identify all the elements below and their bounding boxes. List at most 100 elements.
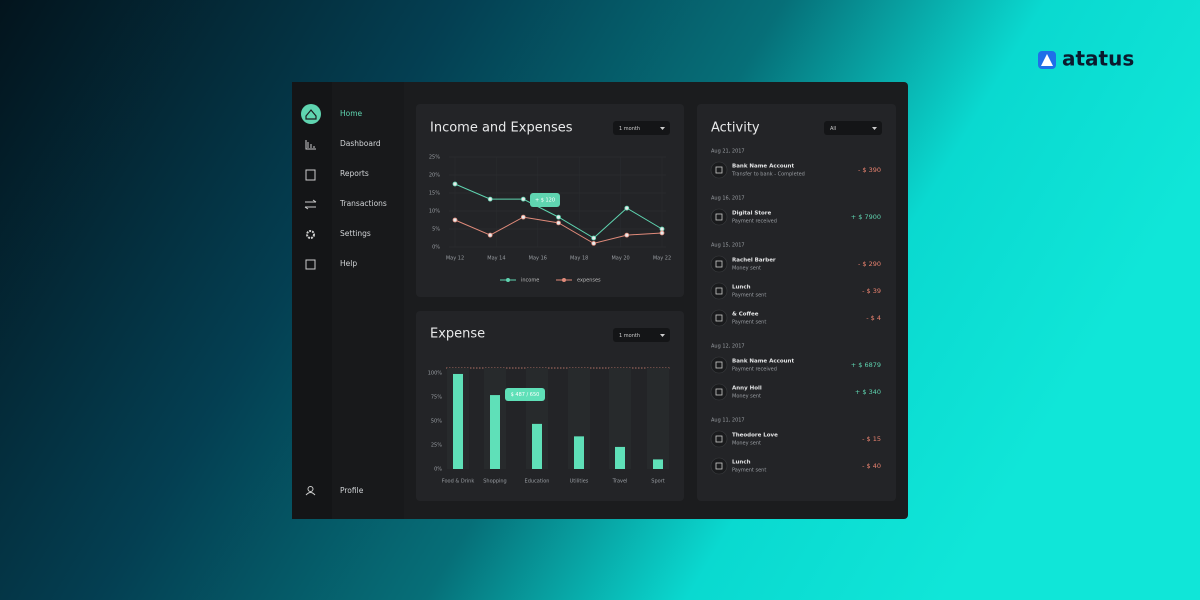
activity-amount: + $ 7900 <box>851 213 881 221</box>
dropdown[interactable] <box>613 328 670 342</box>
nav-item[interactable]: Help <box>340 259 357 268</box>
dropdown-label: 1 month <box>619 333 640 339</box>
x-tick-label: May 12 <box>446 256 464 262</box>
nav-item[interactable]: Transactions <box>339 199 387 208</box>
logo-glyph <box>1041 54 1053 66</box>
transactions-icon <box>304 199 317 210</box>
bar-track <box>647 368 669 469</box>
nav-item[interactable]: Profile <box>340 486 364 495</box>
nav-item[interactable]: Settings <box>340 229 371 238</box>
activity-date: Aug 15, 2017 <box>711 243 745 249</box>
y-tick-label: 25% <box>431 443 442 449</box>
nav-panel <box>332 82 404 519</box>
x-tick-label: Education <box>525 479 550 485</box>
y-tick-label: 50% <box>431 419 442 425</box>
activity-name: & Coffee <box>732 312 759 318</box>
activity-glyph <box>715 287 723 295</box>
activity-amount: - $ 40 <box>862 462 881 470</box>
bar <box>453 373 463 469</box>
tooltip <box>505 388 545 401</box>
activity-name: Bank Name Account <box>732 164 794 170</box>
y-tick-label: 25% <box>429 155 440 161</box>
activity-amount: - $ 4 <box>866 314 881 322</box>
activity-icon <box>710 430 728 448</box>
y-tick-label: 75% <box>431 395 442 401</box>
activity-glyph <box>715 361 723 369</box>
activity-date: Aug 21, 2017 <box>711 149 745 155</box>
bar-track <box>568 368 590 469</box>
point <box>452 217 458 223</box>
reports-icon <box>305 169 316 181</box>
dashboard-icon <box>305 140 316 150</box>
activity-amount: + $ 340 <box>855 388 881 396</box>
point <box>591 240 597 246</box>
settings-icon <box>306 230 315 239</box>
x-tick-label: May 22 <box>653 256 671 262</box>
x-tick-label: Food & Drink <box>442 479 475 485</box>
x-tick-label: May 18 <box>570 256 588 262</box>
y-tick-label: 20% <box>429 173 440 179</box>
x-tick-label: Utilities <box>570 479 589 485</box>
tooltip <box>530 193 560 207</box>
activity-card <box>697 104 896 501</box>
legend-dot <box>506 278 510 282</box>
point <box>556 220 561 226</box>
activity-amount: - $ 15 <box>862 435 881 443</box>
dropdown-caret <box>872 127 877 130</box>
x-tick-label: May 16 <box>529 256 547 262</box>
activity-note: Payment sent <box>732 320 766 326</box>
y-tick-label: 10% <box>429 209 440 215</box>
activity-amount: - $ 39 <box>862 287 881 295</box>
home-icon <box>305 109 317 120</box>
activity-note: Payment received <box>732 367 777 373</box>
activity-name: Anny Holl <box>732 386 762 392</box>
profile-icon <box>307 486 314 492</box>
y-tick-label: 15% <box>429 191 440 197</box>
card-title: Income and Expenses <box>430 121 573 136</box>
activity-icon <box>710 309 728 327</box>
profile-icon-body <box>305 492 316 496</box>
point <box>452 181 458 187</box>
icon-rail <box>292 82 332 519</box>
dropdown-label: 1 month <box>619 126 640 132</box>
point <box>659 226 665 232</box>
bar <box>653 459 663 469</box>
bar <box>490 395 500 469</box>
activity-note: Money sent <box>732 394 761 400</box>
point <box>520 214 526 220</box>
card-title: Expense <box>430 327 485 342</box>
activity-icon <box>710 161 728 179</box>
bar <box>574 436 584 469</box>
activity-name: Rachel Barber <box>732 258 776 264</box>
card-title: Activity <box>711 121 760 136</box>
activity-note: Transfer to bank - Completed <box>731 172 805 178</box>
activity-icon <box>710 356 728 374</box>
activity-name: Bank Name Account <box>732 359 794 365</box>
activity-glyph <box>715 435 723 443</box>
nav-item[interactable]: Home <box>340 109 363 118</box>
y-tick-label: 100% <box>428 371 443 377</box>
activity-name: Lunch <box>732 285 751 291</box>
point <box>556 214 561 220</box>
x-tick-label: Shopping <box>483 479 506 485</box>
tooltip-label: + $ 120 <box>535 198 555 204</box>
x-tick-label: Travel <box>612 479 628 485</box>
point <box>591 235 597 241</box>
activity-glyph <box>715 314 723 322</box>
activity-date: Aug 12, 2017 <box>711 344 745 350</box>
dropdown-label: All <box>830 126 836 132</box>
point <box>624 205 630 211</box>
legend-label: expenses <box>577 278 601 284</box>
dropdown[interactable] <box>613 121 670 135</box>
activity-note: Payment sent <box>732 293 766 299</box>
nav-item[interactable]: Dashboard <box>340 139 381 148</box>
point <box>624 232 630 238</box>
activity-amount: - $ 290 <box>858 260 881 268</box>
nav-item[interactable]: Reports <box>340 169 369 178</box>
x-tick-label: Sport <box>651 479 664 485</box>
activity-icon <box>710 208 728 226</box>
x-tick-label: May 20 <box>611 256 629 262</box>
dropdown-caret <box>660 127 665 130</box>
dropdown[interactable] <box>824 121 882 135</box>
point <box>520 196 526 202</box>
